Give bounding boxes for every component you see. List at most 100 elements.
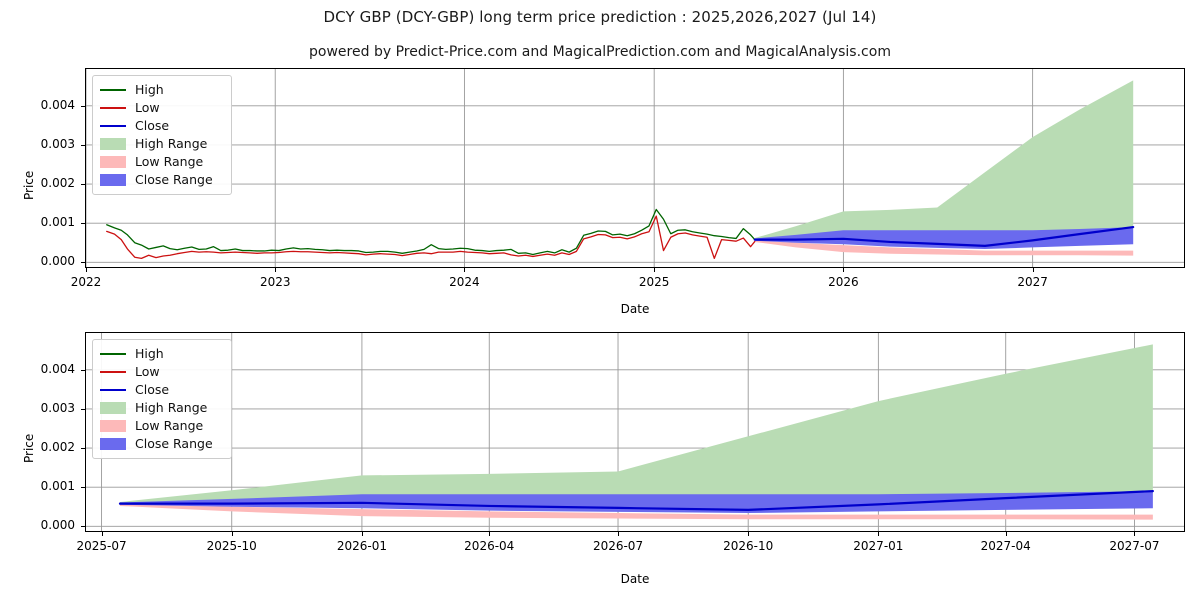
top-chart-x-tick-label: 2025	[638, 275, 670, 289]
top-chart-panel: Price Date 0.000 0.001 0.002 0.003 0.004 2022…	[22, 68, 1185, 316]
bottom-chart-x-tick-label: 2026-07	[592, 539, 644, 553]
bottom-chart-plot-area	[85, 332, 1185, 532]
bottom-chart-legend-item-low: Low	[100, 363, 223, 381]
top-chart-y-tick-label: 0.004	[40, 97, 75, 112]
bottom-chart-y-tickmark	[81, 526, 85, 528]
top-chart-legend-patch-swatch	[100, 156, 126, 168]
bottom-chart-legend-item-low-range: Low Range	[100, 417, 223, 435]
bottom-chart-legend-line-swatch	[100, 389, 126, 391]
top-chart-x-tick-label: 2027	[1017, 275, 1048, 289]
bottom-chart-legend-item-close: Close	[100, 381, 223, 399]
top-chart-y-tick-label: 0.001	[40, 215, 75, 230]
top-chart-y-tickmark	[81, 262, 85, 264]
top-chart-x-tick-label: 2023	[259, 275, 291, 289]
page-title: DCY GBP (DCY-GBP) long term price predic…	[323, 8, 877, 26]
top-chart-plot-area	[85, 68, 1185, 268]
bottom-chart-x-tick-label: 2025-10	[206, 539, 257, 553]
bottom-chart-y-tickmark	[81, 408, 85, 410]
bottom-chart-legend-label: Low Range	[135, 418, 204, 433]
top-chart-legend: High Low Close High Range Low Range Close Ran…	[92, 75, 232, 195]
bottom-chart-legend: High Low Close High Range Low Range Close Ran…	[92, 339, 232, 459]
top-chart-band-low-range	[754, 240, 1134, 256]
bottom-chart-band-low-range	[119, 504, 1153, 520]
top-chart-x-tickmark	[86, 268, 87, 272]
top-chart-y-tickmark	[81, 144, 85, 146]
top-chart-x-tickmark	[654, 268, 656, 272]
bottom-chart-y-tick-label: 0.000	[40, 518, 75, 533]
top-chart-legend-patch-swatch	[100, 138, 126, 150]
bottom-chart-x-tickmark	[618, 532, 620, 536]
bottom-chart-x-tickmark	[878, 532, 880, 536]
top-chart-legend-item-close-range: Close Range	[100, 171, 223, 189]
top-chart-legend-line-swatch	[100, 107, 126, 109]
top-chart-legend-label: Low Range	[135, 154, 204, 169]
top-chart-x-tickmark	[1032, 268, 1034, 272]
bottom-chart-legend-patch-swatch	[100, 402, 126, 414]
top-chart-series-high	[106, 208, 756, 256]
top-chart-legend-label: High Range	[135, 136, 208, 151]
top-chart-x-tickmark	[464, 268, 466, 272]
bottom-chart-legend-item-high-range: High Range	[100, 399, 223, 417]
bottom-chart-x-axis-label: Date	[620, 572, 650, 586]
bottom-chart-x-tickmark	[489, 532, 491, 536]
top-chart-legend-label: High	[135, 82, 164, 97]
bottom-chart-series-close	[118, 489, 1154, 511]
top-chart-canvas	[86, 69, 1184, 267]
bottom-chart-legend-label: Close	[135, 382, 170, 397]
top-chart-series-low	[106, 215, 756, 260]
bottom-chart-band-close-range	[119, 491, 1153, 513]
top-chart-legend-label: Close	[135, 118, 170, 133]
top-chart-y-tickmark	[81, 184, 85, 186]
bottom-chart-y-tick-label: 0.003	[40, 400, 75, 415]
bottom-chart-x-tick-label: 2025-07	[76, 539, 127, 553]
bottom-chart-x-tick-label: 2027-07	[1109, 539, 1160, 553]
bottom-chart-x-tickmark	[101, 532, 103, 536]
bottom-chart-legend-item-close-range: Close Range	[100, 435, 223, 453]
top-chart-x-tickmark	[843, 268, 845, 272]
page-subtitle: powered by Predict-Price.com and Magical…	[309, 44, 891, 60]
bottom-chart-legend-line-swatch	[100, 353, 126, 355]
top-chart-legend-item-low: Low	[100, 99, 223, 117]
top-chart-x-tickmark	[275, 268, 277, 272]
bottom-chart-legend-item-high: High	[100, 345, 223, 363]
bottom-chart-y-tick-label: 0.001	[40, 479, 75, 494]
bottom-chart-legend-label: High Range	[135, 400, 208, 415]
top-chart-x-tick-label: 2026	[828, 275, 859, 289]
bottom-chart-legend-patch-swatch	[100, 438, 126, 450]
bottom-chart-legend-label: Low	[135, 364, 160, 379]
bottom-chart-legend-label: Close Range	[135, 436, 213, 451]
top-chart-series-close	[753, 225, 1135, 247]
top-chart-legend-line-swatch	[100, 89, 126, 91]
bottom-chart-x-tick-label: 2027-04	[980, 539, 1031, 553]
bottom-chart-canvas	[86, 333, 1184, 531]
bottom-chart-x-tick-label: 2026-01	[336, 539, 387, 553]
bottom-chart-x-tick-label: 2026-04	[464, 539, 515, 553]
top-chart-legend-label: Low	[135, 100, 160, 115]
bottom-chart-y-tickmark	[81, 487, 85, 489]
bottom-chart-y-tick-label: 0.002	[40, 440, 75, 455]
top-chart-x-axis-label: Date	[620, 302, 650, 316]
top-chart-legend-item-high-range: High Range	[100, 135, 223, 153]
bottom-chart-x-tickmark	[231, 532, 233, 536]
bottom-chart-x-tick-label: 2026-10	[723, 539, 774, 553]
top-chart-x-tick-label: 2024	[449, 275, 480, 289]
bottom-chart-y-tick-label: 0.004	[40, 361, 75, 376]
top-chart-band-close-range	[754, 227, 1134, 249]
bottom-chart-y-tickmark	[81, 448, 85, 450]
top-chart-legend-item-high: High	[100, 81, 223, 99]
bottom-chart-x-tickmark	[1005, 532, 1007, 536]
top-chart-legend-label: Close Range	[135, 172, 213, 187]
bottom-chart-x-tick-label: 2027-01	[853, 539, 904, 553]
bottom-chart-band-high-range	[119, 344, 1153, 511]
top-chart-legend-item-close: Close	[100, 117, 223, 135]
top-chart-legend-patch-swatch	[100, 174, 126, 186]
top-chart-y-tick-label: 0.002	[40, 176, 75, 191]
top-chart-y-tick-label: 0.000	[40, 254, 75, 269]
bottom-chart-x-tickmark	[361, 532, 363, 536]
bottom-chart-legend-label: High	[135, 346, 164, 361]
bottom-chart-legend-patch-swatch	[100, 420, 126, 432]
bottom-chart-x-tickmark	[1134, 532, 1136, 536]
bottom-chart-x-tickmark	[748, 532, 750, 536]
